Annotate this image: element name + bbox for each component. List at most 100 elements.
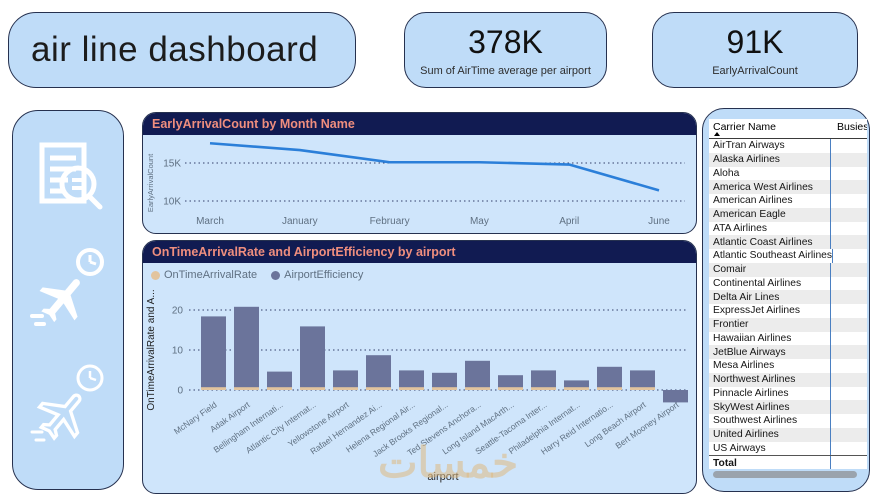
table-row[interactable]: JetBlue Airways [709,345,867,359]
legend-item-ontimearrivalrate[interactable]: OnTimeArrivalRate [151,269,257,281]
busiest-cell [830,152,867,167]
table-row[interactable]: Alaska Airlines [709,152,867,167]
busiest-cell [830,290,867,304]
busiest-cell [830,441,867,456]
bar-ontime-arrival-rate[interactable] [498,387,523,390]
bar-ontime-arrival-rate[interactable] [597,387,622,390]
bar-airport-efficiency[interactable] [597,366,622,390]
carrier-table-header[interactable]: Carrier Name Busies [709,119,867,139]
bar-ontime-arrival-rate[interactable] [630,387,655,390]
carrier-name-cell: America West Airlines [713,181,813,193]
table-row[interactable]: Aloha [709,166,867,181]
table-row[interactable]: ATA Airlines [709,221,867,236]
carrier-name-cell: American Airlines [713,195,793,207]
line-series[interactable] [209,141,660,192]
report-search-icon [32,139,104,226]
kpi-card-early-arrival: 91K EarlyArrivalCount [652,12,858,88]
bar-airport-efficiency[interactable] [300,326,325,390]
bar-airport-efficiency[interactable] [531,370,556,390]
kpi-card-airtime: 378K Sum of AirTime average per airport [404,12,607,88]
legend-item-airportefficiency[interactable]: AirportEfficiency [271,269,363,281]
table-row[interactable]: AirTran Airways [709,139,867,153]
bar-ontime-arrival-rate[interactable] [234,387,259,390]
table-row[interactable]: Delta Air Lines [709,290,867,304]
table-row[interactable]: Northwest Airlines [709,372,867,387]
carrier-name-cell: Pinnacle Airlines [713,387,789,399]
horizontal-scrollbar[interactable] [713,471,857,478]
table-row[interactable]: Mesa Airlines [709,359,867,373]
bar-airport-efficiency[interactable] [399,370,424,390]
table-row[interactable]: SkyWest Airlines [709,400,867,414]
carrier-name-cell: Atlantic Southeast Airlines [713,250,833,262]
bar-airport-efficiency[interactable] [663,390,688,403]
busiest-cell [830,400,867,414]
table-row[interactable]: Comair [709,262,867,277]
bar-ontime-arrival-rate[interactable] [564,387,589,390]
svg-text:20: 20 [172,306,184,317]
bar-ontime-arrival-rate[interactable] [201,387,226,390]
table-row[interactable]: ExpressJet Airlines [709,304,867,318]
table-row[interactable]: US Airways [709,441,867,456]
bar-ontime-arrival-rate[interactable] [267,387,292,390]
table-row[interactable]: Continental Airlines [709,276,867,291]
svg-text:0: 0 [177,386,183,397]
bar-ontime-arrival-rate[interactable] [300,387,325,390]
table-row[interactable]: American Airlines [709,194,867,208]
busiest-cell [830,331,867,346]
bar-ontime-arrival-rate[interactable] [333,387,358,390]
carrier-name-cell: American Eagle [713,209,786,221]
bar-airport-efficiency[interactable] [465,360,490,390]
bar-ontime-arrival-rate[interactable] [366,387,391,390]
column-header-busiest[interactable]: Busies [837,121,867,133]
bar-airport-efficiency[interactable] [201,316,226,390]
bar-airport-efficiency[interactable] [630,370,655,390]
bar-airport-efficiency[interactable] [234,306,259,390]
early-arrival-line-chart[interactable]: 15K 10K March January February May April June Ea… [143,135,692,229]
carrier-table-card: Carrier Name Busies AirTran Airways Alask… [702,108,870,492]
table-row[interactable]: Pinnacle Airlines [709,386,867,401]
busiest-cell [830,194,867,208]
bar-ontime-arrival-rate[interactable] [465,387,490,390]
x-tick-label: April [559,216,579,227]
x-tick-label: February [370,216,410,227]
carrier-name-cell: SkyWest Airlines [713,401,790,413]
table-row[interactable]: Hawaiian Airlines [709,331,867,346]
busiest-cell [830,427,867,442]
bar-airport-efficiency[interactable] [498,375,523,390]
busiest-cell [830,180,867,194]
column-header-carrier-name[interactable]: Carrier Name [713,121,777,133]
plane-outline-clock-icon [28,362,108,459]
table-row[interactable]: America West Airlines [709,180,867,194]
busiest-cell [830,345,867,359]
svg-text:10: 10 [172,346,184,357]
busiest-cell [830,359,867,373]
carrier-name-cell: ExpressJet Airlines [713,305,800,317]
table-row[interactable]: American Eagle [709,207,867,222]
svg-text:10K: 10K [163,197,181,208]
bar-airport-efficiency[interactable] [366,355,391,390]
carrier-name-cell: Hawaiian Airlines [713,332,792,344]
table-row[interactable]: Atlantic Coast Airlines [709,235,867,249]
bar-airport-efficiency[interactable] [267,371,292,390]
busiest-cell [830,386,867,401]
busiest-cell [830,139,867,153]
table-row[interactable]: United Airlines [709,427,867,442]
page-title: air line dashboard [31,30,319,69]
table-row[interactable]: Southwest Airlines [709,414,867,428]
bar-airport-efficiency[interactable] [432,372,457,390]
table-row[interactable]: Total [709,455,867,469]
bar-airport-efficiency[interactable] [564,380,589,390]
carrier-name-cell: Continental Airlines [713,277,802,289]
icon-sidebar [12,110,124,490]
bar-ontime-arrival-rate[interactable] [432,387,457,390]
y-axis-title: EarlyArrivalCount [146,153,155,212]
kpi-value: 378K [468,23,543,60]
bar-ontime-arrival-rate[interactable] [399,387,424,390]
bar-airport-efficiency[interactable] [333,370,358,390]
table-row[interactable]: Atlantic Southeast Airlines [709,249,867,263]
carrier-name-cell: JetBlue Airways [713,346,786,358]
bar-ontime-arrival-rate[interactable] [531,387,556,390]
table-row[interactable]: Frontier [709,317,867,332]
